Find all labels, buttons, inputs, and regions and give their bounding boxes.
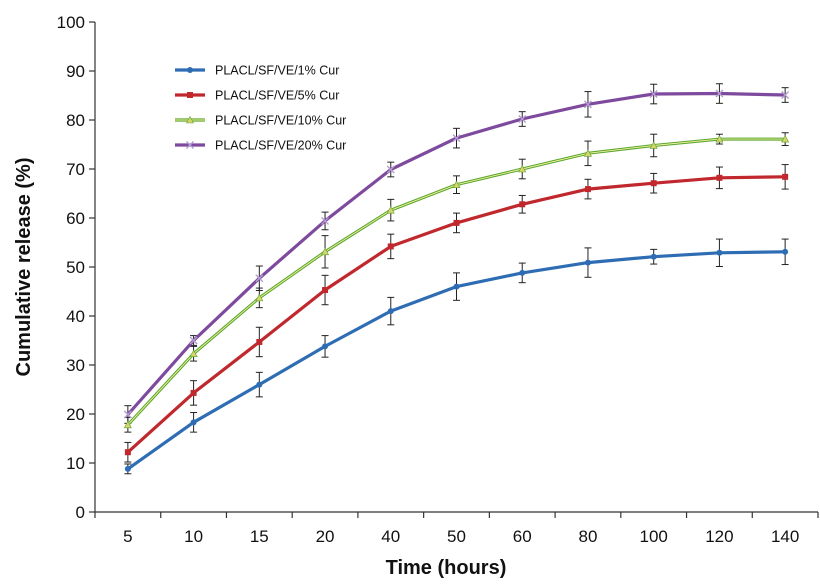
data-point bbox=[189, 336, 198, 345]
data-point bbox=[256, 338, 263, 345]
data-point bbox=[256, 381, 263, 388]
data-point bbox=[322, 287, 329, 294]
x-tick-label: 60 bbox=[513, 527, 532, 546]
x-tick-label: 20 bbox=[316, 527, 335, 546]
data-point bbox=[782, 248, 789, 255]
data-point bbox=[716, 174, 723, 181]
y-tick-label: 10 bbox=[66, 454, 85, 473]
data-point bbox=[321, 247, 330, 256]
legend: PLACL/SF/VE/1% Cur PLACL/SF/VE/5% Cur PLAC… bbox=[175, 64, 346, 153]
x-tick-label: 50 bbox=[447, 527, 466, 546]
data-point bbox=[650, 253, 657, 260]
x-axis-title: Time (hours) bbox=[386, 557, 507, 579]
legend-label: PLACL/SF/VE/5% Cur bbox=[215, 89, 339, 103]
data-point bbox=[518, 115, 527, 124]
data-point bbox=[452, 180, 461, 188]
y-tick-label: 90 bbox=[66, 62, 85, 81]
data-point bbox=[386, 165, 395, 174]
data-point bbox=[453, 283, 460, 290]
data-point bbox=[519, 201, 526, 208]
data-point bbox=[452, 134, 461, 143]
data-point bbox=[650, 180, 657, 187]
y-ticks: 0 10 20 30 40 50 60 70 80 90 100 bbox=[57, 13, 95, 522]
x-tick-label: 15 bbox=[250, 527, 269, 546]
data-point bbox=[386, 206, 395, 214]
data-point bbox=[584, 186, 591, 193]
x-tick-label: 140 bbox=[771, 527, 799, 546]
legend-item-1: PLACL/SF/VE/1% Cur bbox=[175, 64, 339, 78]
data-point bbox=[387, 243, 394, 250]
y-tick-label: 60 bbox=[66, 209, 85, 228]
data-point bbox=[583, 100, 592, 109]
data-point bbox=[649, 141, 658, 149]
x-tick-label: 100 bbox=[639, 527, 667, 546]
data-point bbox=[387, 308, 394, 315]
y-tick-label: 30 bbox=[66, 356, 85, 375]
data-point bbox=[321, 216, 330, 225]
data-point bbox=[190, 389, 197, 396]
data-point bbox=[123, 420, 132, 429]
data-point bbox=[584, 259, 591, 266]
data-point bbox=[649, 90, 658, 99]
data-point bbox=[781, 91, 790, 100]
data-point bbox=[453, 219, 460, 226]
y-tick-label: 20 bbox=[66, 405, 85, 424]
x-tick-label: 40 bbox=[381, 527, 400, 546]
data-point bbox=[255, 293, 264, 302]
legend-item-3: PLACL/SF/VE/10% Cur bbox=[175, 114, 346, 128]
data-point bbox=[190, 419, 197, 426]
data-point bbox=[781, 134, 790, 143]
x-ticks: 5 10 15 20 40 50 60 80 100 120 140 bbox=[94, 512, 819, 546]
legend-label: PLACL/SF/VE/10% Cur bbox=[215, 114, 346, 128]
data-point bbox=[123, 410, 132, 419]
legend-item-2: PLACL/SF/VE/5% Cur bbox=[175, 89, 339, 103]
data-point bbox=[322, 343, 329, 350]
legend-item-4: PLACL/SF/VE/20% Cur bbox=[175, 139, 346, 153]
y-tick-label: 70 bbox=[66, 160, 85, 179]
legend-label: PLACL/SF/VE/20% Cur bbox=[215, 139, 346, 153]
x-tick-label: 10 bbox=[184, 527, 203, 546]
y-tick-label: 0 bbox=[76, 503, 85, 522]
y-tick-label: 40 bbox=[66, 307, 85, 326]
data-point bbox=[716, 249, 723, 256]
y-tick-label: 50 bbox=[66, 258, 85, 277]
data-point bbox=[518, 164, 527, 173]
legend-label: PLACL/SF/VE/1% Cur bbox=[215, 64, 339, 78]
data-point bbox=[519, 269, 526, 276]
data-point bbox=[715, 89, 724, 98]
data-point bbox=[255, 274, 264, 283]
data-point bbox=[124, 449, 131, 456]
x-tick-label: 120 bbox=[705, 527, 733, 546]
data-point bbox=[189, 349, 198, 358]
y-tick-label: 100 bbox=[57, 13, 85, 32]
x-tick-label: 5 bbox=[123, 527, 132, 546]
series-lines bbox=[123, 89, 790, 472]
data-point bbox=[782, 173, 789, 180]
data-point bbox=[715, 134, 724, 143]
x-tick-label: 80 bbox=[578, 527, 597, 546]
y-tick-label: 80 bbox=[66, 111, 85, 130]
y-axis-title: Cumulative release (%) bbox=[13, 158, 35, 377]
data-point bbox=[124, 465, 131, 472]
data-point bbox=[583, 149, 592, 157]
